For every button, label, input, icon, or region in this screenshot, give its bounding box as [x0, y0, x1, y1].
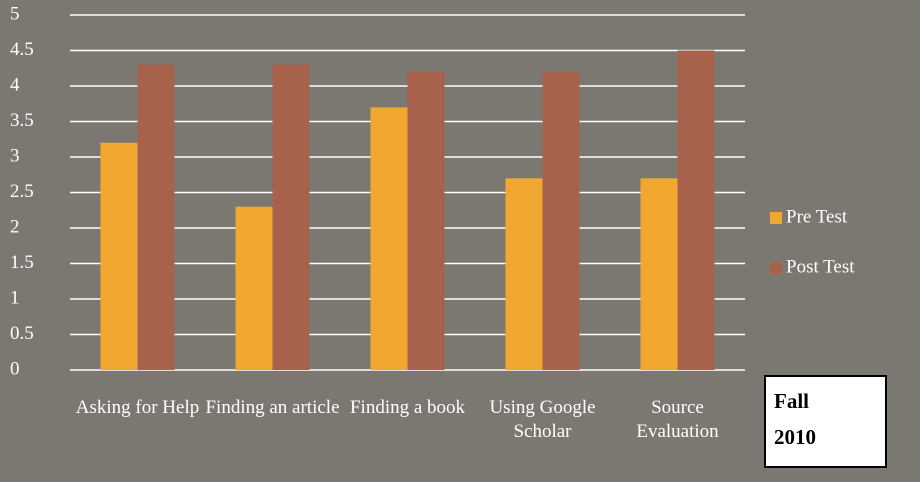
- x-tick-label: Asking for Help: [75, 397, 200, 418]
- y-tick-label: 4: [10, 74, 20, 95]
- y-tick-label: 2.5: [10, 181, 34, 202]
- y-tick-label: 3: [10, 145, 20, 166]
- legend-swatch: [770, 212, 782, 224]
- x-tick-label: Source Evaluation: [636, 397, 719, 442]
- y-tick-label: 5: [10, 3, 20, 24]
- bar: [640, 178, 678, 370]
- bar: [677, 50, 715, 370]
- legend-label: Pre Test: [786, 206, 848, 227]
- bar: [272, 64, 310, 370]
- y-tick-label: 4.5: [10, 39, 34, 60]
- y-tick-label: 2: [10, 216, 20, 237]
- bar: [370, 107, 408, 371]
- bar: [235, 206, 273, 370]
- y-tick-label: 0: [10, 358, 20, 379]
- y-tick-label: 0.5: [10, 323, 34, 344]
- y-tick-label: 3.5: [10, 110, 34, 131]
- legend-label: Post Test: [786, 256, 855, 277]
- x-tick-label: Finding a book: [349, 397, 466, 418]
- bar: [137, 64, 175, 370]
- bar: [542, 71, 580, 371]
- bar: [100, 142, 138, 370]
- y-tick-label: 1.5: [10, 252, 34, 273]
- legend-swatch: [770, 262, 782, 274]
- bar: [505, 178, 543, 370]
- y-tick-label: 1: [10, 287, 20, 308]
- x-tick-label: Finding an article: [205, 397, 340, 418]
- annotation-box: Fall 2010: [764, 375, 887, 468]
- bar: [407, 71, 445, 371]
- x-tick-label: Using Google Scholar: [489, 397, 596, 442]
- annotation: Fall 2010: [774, 389, 816, 449]
